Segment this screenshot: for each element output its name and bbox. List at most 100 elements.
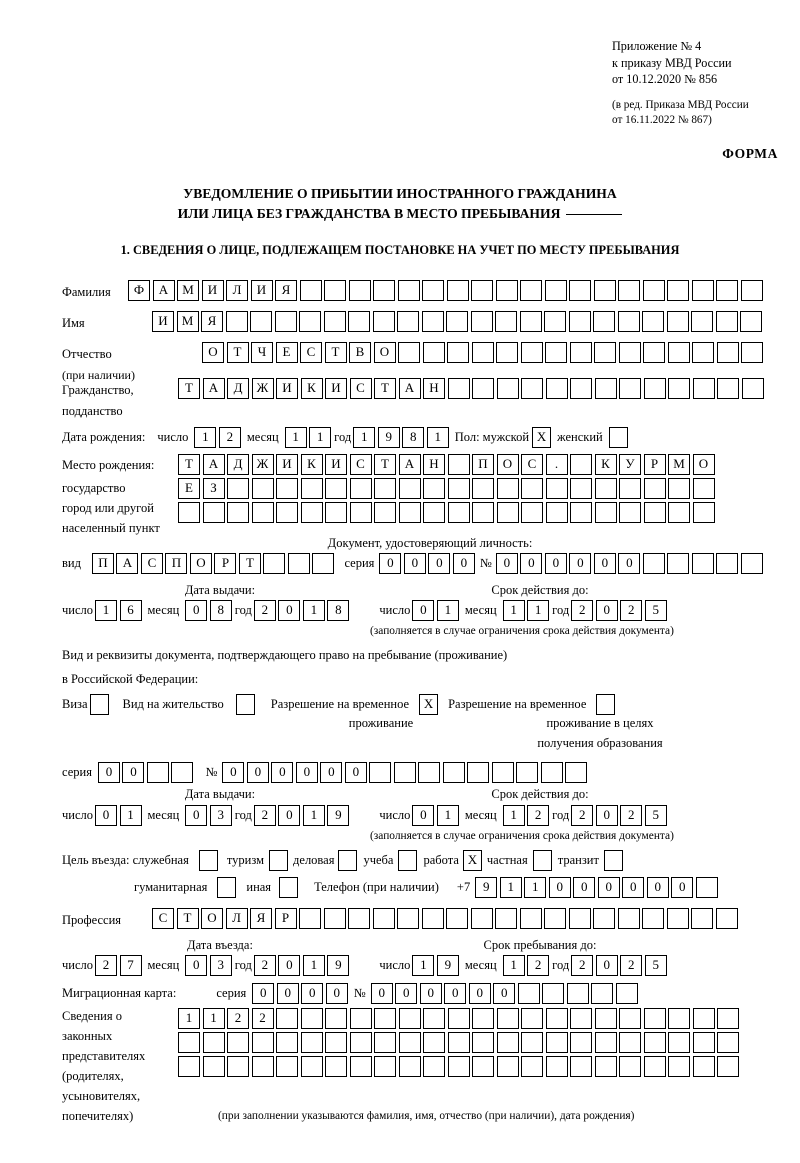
char-cell[interactable]: 1 [499,877,522,898]
char-cell[interactable] [467,762,490,783]
legal-rep-row-3-input[interactable] [178,1056,739,1077]
char-cell[interactable]: 0 [370,983,393,1004]
char-cell[interactable] [643,1008,666,1029]
char-cell[interactable] [496,478,519,499]
char-cell[interactable] [398,1056,421,1077]
residence-permit-checkbox[interactable] [235,694,255,715]
char-cell[interactable]: 9 [327,805,350,826]
char-cell[interactable]: А [398,454,421,475]
char-cell[interactable] [570,1056,592,1077]
char-cell[interactable] [349,1032,372,1053]
char-cell[interactable] [570,1008,592,1029]
char-cell[interactable] [715,311,738,332]
char-cell[interactable] [566,983,589,1004]
char-cell[interactable]: Д [227,454,249,475]
char-cell[interactable] [716,553,739,574]
char-cell[interactable] [471,342,494,363]
char-cell[interactable]: 1 [353,427,376,448]
char-cell[interactable] [642,908,664,929]
char-cell[interactable]: 2 [571,600,594,621]
char-cell[interactable] [615,983,638,1004]
char-cell[interactable]: 0 [595,955,618,976]
char-cell[interactable]: . [545,454,568,475]
char-cell[interactable] [472,502,494,523]
char-cell[interactable] [643,478,666,499]
char-cell[interactable]: 3 [209,955,232,976]
char-cell[interactable]: 0 [246,762,269,783]
char-cell[interactable] [349,1008,372,1029]
char-cell[interactable]: 3 [209,805,232,826]
char-cell[interactable]: Ж [251,454,274,475]
char-cell[interactable] [349,1056,372,1077]
char-cell[interactable] [643,1056,666,1077]
char-cell[interactable] [276,1056,298,1077]
char-cell[interactable]: О [373,342,396,363]
char-cell[interactable] [692,342,714,363]
char-cell[interactable]: 9 [436,955,459,976]
char-cell[interactable] [617,908,640,929]
char-cell[interactable] [397,908,419,929]
char-cell[interactable] [691,908,713,929]
char-cell[interactable]: П [472,454,494,475]
char-cell[interactable] [422,342,445,363]
char-cell[interactable] [470,311,493,332]
char-cell[interactable] [470,908,493,929]
char-cell[interactable] [593,311,615,332]
char-cell[interactable]: 2 [620,600,643,621]
char-cell[interactable] [251,1032,274,1053]
char-cell[interactable] [695,877,718,898]
char-cell[interactable]: 1 [502,600,525,621]
visa-checkbox[interactable] [89,694,109,715]
char-cell[interactable] [300,1032,323,1053]
char-cell[interactable] [496,502,519,523]
char-cell[interactable]: 1 [436,600,459,621]
char-cell[interactable] [325,1032,347,1053]
char-cell[interactable] [496,1032,519,1053]
char-cell[interactable] [570,378,592,399]
char-cell[interactable] [274,311,297,332]
char-cell[interactable] [393,762,416,783]
purpose-humanitarian-checkbox[interactable] [217,877,237,898]
char-cell[interactable]: К [300,454,323,475]
char-cell[interactable]: Т [374,454,396,475]
char-cell[interactable] [691,553,714,574]
char-cell[interactable]: 0 [122,762,145,783]
char-cell[interactable] [472,1032,494,1053]
char-cell[interactable]: 0 [593,553,616,574]
char-cell[interactable] [251,478,274,499]
char-cell[interactable]: 0 [320,762,343,783]
char-cell[interactable] [545,502,568,523]
char-cell[interactable] [642,280,665,301]
purpose-official-checkbox[interactable] [198,850,218,871]
char-cell[interactable]: Т [226,342,249,363]
char-cell[interactable]: А [202,454,225,475]
char-cell[interactable] [668,502,690,523]
char-cell[interactable]: А [202,378,225,399]
char-cell[interactable]: И [325,454,347,475]
char-cell[interactable] [619,1056,641,1077]
char-cell[interactable]: Н [423,454,445,475]
char-cell[interactable]: 0 [278,955,301,976]
char-cell[interactable] [591,983,614,1004]
birth-place-row-3-input[interactable] [178,502,715,523]
char-cell[interactable] [643,378,666,399]
char-cell[interactable] [521,378,543,399]
char-cell[interactable] [545,478,568,499]
char-cell[interactable]: 1 [502,955,525,976]
char-cell[interactable] [517,983,540,1004]
char-cell[interactable] [496,1008,519,1029]
char-cell[interactable] [398,502,421,523]
char-cell[interactable]: 0 [185,600,208,621]
char-cell[interactable]: Т [374,378,396,399]
char-cell[interactable] [692,478,715,499]
char-cell[interactable]: 0 [222,762,245,783]
char-cell[interactable] [423,1032,445,1053]
char-cell[interactable] [619,502,641,523]
